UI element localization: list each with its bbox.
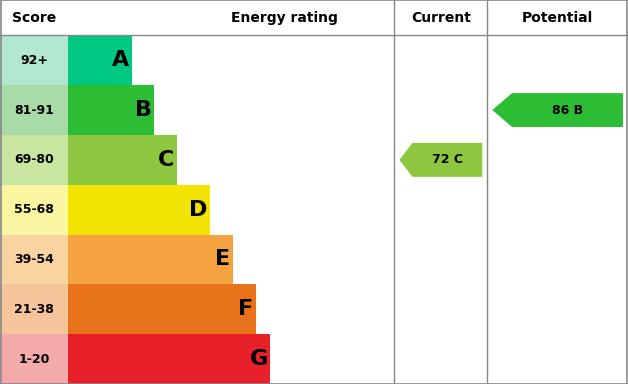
Text: 92+: 92+ bbox=[20, 54, 48, 67]
Bar bbox=[0, 334, 68, 384]
Text: Potential: Potential bbox=[522, 11, 593, 25]
Text: 21-38: 21-38 bbox=[14, 303, 54, 316]
Text: 55-68: 55-68 bbox=[14, 203, 54, 216]
Text: D: D bbox=[189, 200, 207, 220]
Bar bbox=[0, 135, 68, 185]
Polygon shape bbox=[492, 93, 623, 127]
Text: 1-20: 1-20 bbox=[18, 353, 50, 366]
Polygon shape bbox=[399, 143, 482, 177]
Text: C: C bbox=[158, 150, 175, 170]
Bar bbox=[0, 85, 68, 135]
Text: 69-80: 69-80 bbox=[14, 153, 54, 166]
Text: 39-54: 39-54 bbox=[14, 253, 54, 266]
Bar bbox=[0, 185, 68, 235]
Bar bbox=[68, 85, 154, 135]
Bar bbox=[0, 285, 68, 334]
Text: G: G bbox=[249, 349, 268, 369]
Bar bbox=[0, 35, 68, 85]
Text: 86 B: 86 B bbox=[552, 104, 583, 116]
Text: Energy rating: Energy rating bbox=[231, 11, 338, 25]
Text: A: A bbox=[112, 50, 129, 70]
Text: Score: Score bbox=[12, 11, 56, 25]
Bar bbox=[0, 235, 68, 285]
Text: B: B bbox=[135, 100, 152, 120]
Text: F: F bbox=[238, 299, 253, 319]
Text: Current: Current bbox=[411, 11, 471, 25]
Text: E: E bbox=[215, 250, 230, 270]
Bar bbox=[68, 135, 177, 185]
Text: 81-91: 81-91 bbox=[14, 104, 54, 116]
Bar bbox=[68, 185, 210, 235]
Bar bbox=[68, 334, 270, 384]
Text: 72 C: 72 C bbox=[432, 153, 463, 166]
Bar bbox=[68, 235, 233, 285]
Bar bbox=[68, 285, 256, 334]
Bar bbox=[68, 35, 131, 85]
